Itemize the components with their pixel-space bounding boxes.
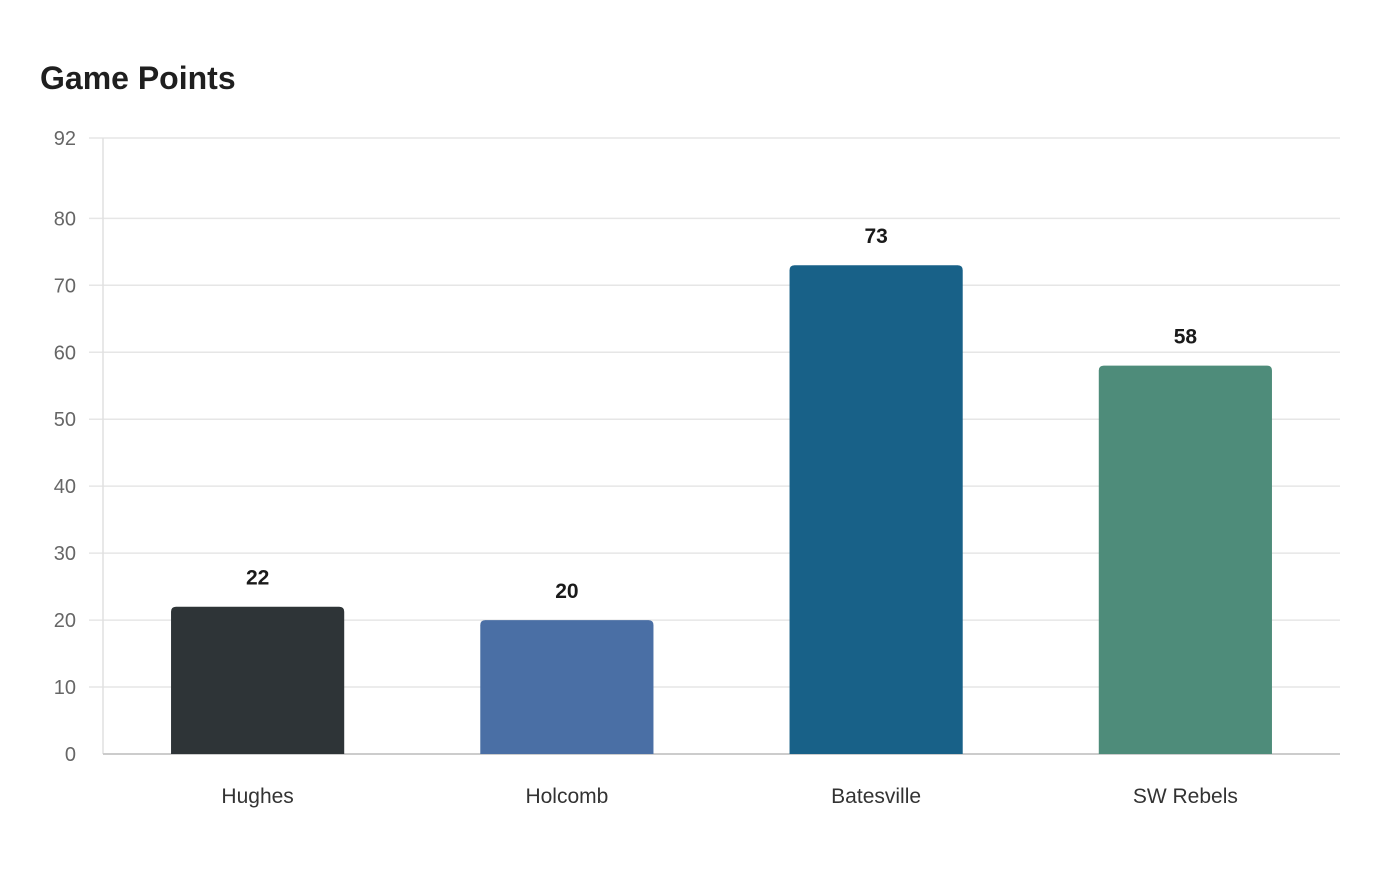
data-label: 20: [555, 580, 578, 603]
y-tick-label: 30: [54, 543, 76, 565]
data-label: 73: [864, 225, 887, 248]
y-tick-label: 20: [54, 610, 76, 632]
x-tick-label: Batesville: [831, 785, 921, 808]
bars: [171, 265, 1272, 754]
y-tick-label: 40: [54, 476, 76, 498]
data-label: 58: [1174, 326, 1198, 349]
x-tick-label: Holcomb: [525, 785, 608, 808]
bar-hughes[interactable]: [171, 606, 345, 754]
y-tick-label: 10: [54, 677, 76, 699]
data-label: 22: [246, 567, 269, 590]
bar-holcomb[interactable]: [480, 620, 654, 754]
y-tick-label: 92: [54, 128, 76, 150]
y-tick-label: 50: [54, 409, 76, 431]
x-tick-label: Hughes: [221, 785, 293, 808]
labels: 22 Hughes 20 Holcomb 73 Batesville 58 SW Rebels: [221, 225, 1237, 808]
y-tick-label: 70: [54, 275, 76, 297]
chart-title: Game Points: [40, 60, 236, 96]
bar-sw-rebels[interactable]: [1098, 365, 1272, 754]
y-tick-label: 60: [54, 342, 76, 364]
y-tick-label: 80: [54, 208, 76, 230]
bar-batesville[interactable]: [789, 265, 963, 754]
y-tick-label: 0: [65, 744, 76, 766]
x-tick-label: SW Rebels: [1133, 785, 1238, 808]
